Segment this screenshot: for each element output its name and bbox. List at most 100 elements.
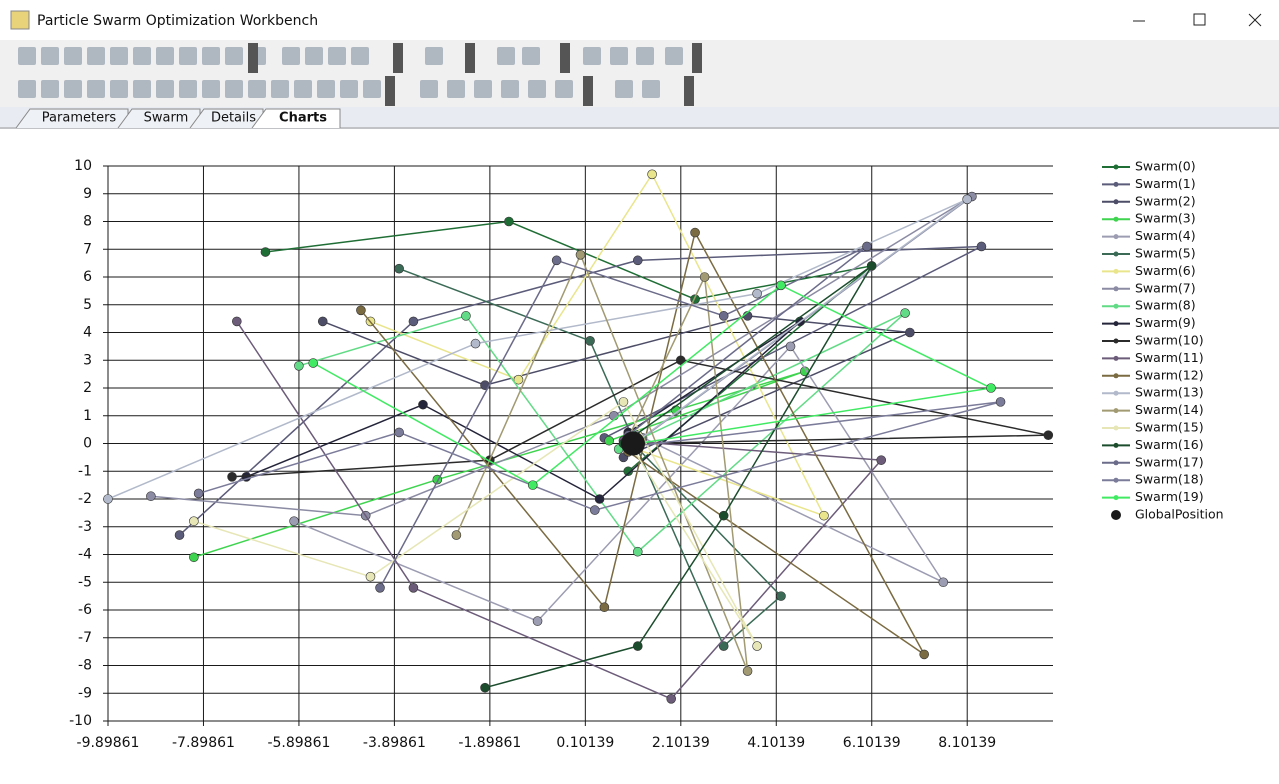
legend-label: Swarm(19): [1135, 489, 1204, 504]
marker: [632, 546, 643, 557]
toolbar-button[interactable]: [328, 47, 346, 65]
marker: [551, 255, 562, 266]
marker: [394, 263, 404, 274]
toolbar-button[interactable]: [225, 80, 243, 98]
toolbar-button[interactable]: [271, 80, 289, 98]
y-tick-label: -4: [78, 547, 92, 563]
marker: [938, 577, 949, 588]
toolbar-button[interactable]: [583, 47, 601, 65]
toolbar-button[interactable]: [555, 80, 573, 98]
toolbar-button[interactable]: [642, 80, 660, 98]
legend-marker: [1113, 251, 1119, 257]
toolbar-grip: [583, 76, 593, 106]
toolbar-button[interactable]: [522, 47, 540, 65]
toolbar-button[interactable]: [133, 80, 151, 98]
toolbar-button[interactable]: [179, 80, 197, 98]
marker: [976, 241, 987, 252]
toolbar-button[interactable]: [110, 80, 128, 98]
legend-marker: [1113, 286, 1119, 292]
y-tick-label: -6: [78, 602, 92, 618]
legend-marker: [1113, 199, 1119, 205]
toolbar-button[interactable]: [64, 47, 82, 65]
toolbar-button[interactable]: [87, 80, 105, 98]
y-tick-label: 7: [83, 241, 92, 257]
marker: [375, 582, 385, 593]
y-tick-label: -2: [78, 491, 92, 507]
x-tick-label: 4.10139: [747, 735, 805, 751]
toolbar-button[interactable]: [202, 80, 220, 98]
toolbar-button[interactable]: [636, 47, 654, 65]
marker: [900, 308, 910, 318]
toolbar-button[interactable]: [340, 80, 358, 98]
marker: [480, 682, 490, 693]
toolbar-button[interactable]: [64, 80, 82, 98]
legend-label: Swarm(13): [1135, 385, 1204, 400]
toolbar-button[interactable]: [133, 47, 151, 65]
tab-label[interactable]: Swarm: [144, 111, 189, 126]
marker: [776, 280, 786, 291]
legend-label: Swarm(14): [1135, 402, 1204, 417]
toolbar-button[interactable]: [41, 47, 59, 65]
close-button[interactable]: [1248, 13, 1262, 27]
window-title: Particle Swarm Optimization Workbench: [37, 13, 318, 29]
toolbar-button[interactable]: [501, 80, 519, 98]
toolbar-button[interactable]: [18, 80, 36, 98]
marker: [394, 427, 404, 438]
marker: [675, 355, 686, 366]
toolbar-button[interactable]: [87, 47, 105, 65]
toolbar-grip: [393, 43, 403, 73]
toolbar-button[interactable]: [317, 80, 335, 98]
toolbar-button[interactable]: [615, 80, 633, 98]
legend-label: Swarm(3): [1135, 211, 1196, 226]
tab-label[interactable]: Charts: [279, 111, 327, 126]
tab-label[interactable]: Details: [211, 111, 256, 126]
toolbar-button[interactable]: [528, 80, 546, 98]
toolbar-button[interactable]: [474, 80, 492, 98]
tab[interactable]: [251, 108, 341, 129]
toolbar-grip: [465, 43, 475, 73]
global-position: [621, 431, 646, 456]
toolbar-button[interactable]: [610, 47, 628, 65]
toolbar-button[interactable]: [202, 47, 220, 65]
toolbar-grip: [692, 43, 702, 73]
legend-marker: [1113, 321, 1119, 327]
toolbar-button[interactable]: [363, 80, 381, 98]
y-tick-label: -3: [78, 519, 92, 535]
marker: [632, 641, 643, 651]
marker: [103, 494, 113, 504]
legend-marker: [1111, 510, 1121, 520]
legend-label: Swarm(0): [1135, 159, 1196, 174]
y-tick-label: -1: [78, 463, 92, 479]
legend-marker: [1113, 268, 1119, 274]
toolbar-button[interactable]: [447, 80, 465, 98]
app-icon: [10, 10, 30, 30]
toolbar-button[interactable]: [156, 47, 174, 65]
toolbar-button[interactable]: [665, 47, 683, 65]
toolbar-button[interactable]: [282, 47, 300, 65]
toolbar-button[interactable]: [294, 80, 312, 98]
toolbar-button[interactable]: [305, 47, 323, 65]
toolbar-button[interactable]: [497, 47, 515, 65]
marker: [532, 616, 543, 626]
maximize-button[interactable]: [1193, 13, 1206, 26]
toolbar-button[interactable]: [41, 80, 59, 98]
marker: [174, 530, 185, 540]
toolbar-button[interactable]: [420, 80, 438, 98]
toolbar-button[interactable]: [18, 47, 36, 65]
toolbar-button[interactable]: [110, 47, 128, 65]
marker: [408, 582, 419, 593]
toolbar-button[interactable]: [248, 80, 266, 98]
toolbar-button[interactable]: [225, 47, 243, 65]
toolbar-button[interactable]: [351, 47, 369, 65]
legend-marker: [1113, 373, 1119, 379]
marker: [289, 516, 299, 527]
tab-label[interactable]: Parameters: [42, 111, 117, 126]
marker: [919, 649, 929, 660]
y-tick-label: 9: [83, 186, 92, 202]
toolbar-button[interactable]: [425, 47, 443, 65]
legend-marker: [1113, 408, 1119, 414]
toolbar-button[interactable]: [179, 47, 197, 65]
toolbar-button[interactable]: [156, 80, 174, 98]
